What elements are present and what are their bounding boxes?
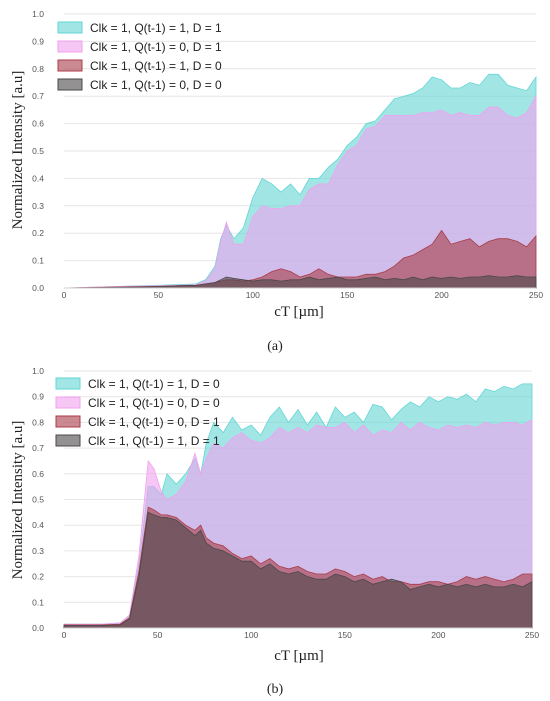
area-series-group [63, 73, 537, 289]
x-tick-label: 100 [246, 290, 260, 300]
y-tick-label: 1.0 [32, 9, 44, 19]
y-tick-label: 0.0 [32, 623, 44, 633]
x-tick-label: 250 [525, 630, 539, 640]
y-axis-label: Normalized Intensity [a.u] [10, 71, 26, 230]
y-tick-label: 0.5 [32, 495, 44, 505]
legend-swatch [57, 59, 83, 72]
legend-label: Clk = 1, Q(t-1) = 1, D = 0 [88, 377, 220, 391]
area-series-4 [63, 275, 537, 289]
legend-swatch [57, 78, 83, 91]
y-tick-label: 0.6 [32, 469, 44, 479]
x-axis: 0 50 100 150 200 250 [62, 627, 539, 640]
y-tick-label: 0.4 [32, 520, 44, 530]
legend-swatch [55, 396, 81, 409]
y-tick-label: 0.0 [32, 283, 44, 293]
y-tick-label: 0.1 [32, 256, 44, 266]
y-tick-label: 0.7 [32, 443, 44, 453]
x-tick-label: 0 [62, 630, 67, 640]
legend: Clk = 1, Q(t-1) = 1, D = 1 Clk = 1, Q(t-1… [57, 21, 222, 92]
panel-caption: (b) [267, 682, 284, 697]
y-tick-label: 0.8 [32, 417, 44, 427]
y-tick-label: 0.5 [32, 146, 44, 156]
y-tick-label: 0.7 [32, 91, 44, 101]
legend-label: Clk = 1, Q(t-1) = 1, D = 0 [90, 59, 222, 73]
chart-panel-a: 0 50 100 150 200 250 0.0 0.1 0.2 0.3 0.4 0.5 0.6 0.7… [10, 9, 543, 354]
y-tick-label: 0.2 [32, 228, 44, 238]
x-axis-label: cT [µm] [274, 304, 324, 320]
x-axis: 0 50 100 150 200 250 [62, 287, 543, 300]
y-tick-label: 0.1 [32, 597, 44, 607]
legend-swatch [57, 21, 83, 34]
x-tick-label: 200 [435, 290, 449, 300]
y-tick-label: 0.9 [32, 392, 44, 402]
y-tick-label: 0.2 [32, 572, 44, 582]
legend-label: Clk = 1, Q(t-1) = 0, D = 1 [90, 40, 222, 54]
x-tick-label: 100 [244, 630, 258, 640]
y-tick-label: 0.8 [32, 64, 44, 74]
y-tick-label: 0.6 [32, 119, 44, 129]
x-tick-label: 150 [338, 630, 352, 640]
x-tick-label: 200 [431, 630, 445, 640]
x-tick-label: 0 [62, 290, 67, 300]
x-axis-label: cT [µm] [274, 648, 324, 664]
legend-swatch [55, 415, 81, 428]
x-tick-label: 150 [340, 290, 354, 300]
legend-swatch [55, 377, 81, 390]
legend-swatch [55, 434, 81, 447]
legend-label: Clk = 1, Q(t-1) = 0, D = 1 [88, 415, 220, 429]
legend-label: Clk = 1, Q(t-1) = 1, D = 1 [88, 434, 220, 448]
x-tick-label: 250 [529, 290, 543, 300]
legend-label: Clk = 1, Q(t-1) = 1, D = 1 [90, 21, 222, 35]
gridlines [64, 13, 536, 289]
y-tick-label: 0.3 [32, 201, 44, 211]
legend-swatch [57, 40, 83, 53]
legend-label: Clk = 1, Q(t-1) = 0, D = 0 [90, 78, 222, 92]
x-tick-label: 50 [153, 630, 163, 640]
y-axis: 0.0 0.1 0.2 0.3 0.4 0.5 0.6 0.7 0.8 0.9 1.0 [32, 366, 44, 633]
panel-caption: (a) [267, 339, 283, 354]
area-series-group [63, 383, 533, 629]
area-series-4 [63, 511, 533, 629]
chart-panel-b: 0 50 100 150 200 250 0.0 0.1 0.2 0.3 0.4 0.5 0.6 0.7… [10, 366, 539, 697]
x-tick-label: 50 [154, 290, 164, 300]
y-tick-label: 0.3 [32, 546, 44, 556]
y-tick-label: 0.4 [32, 173, 44, 183]
y-axis: 0.0 0.1 0.2 0.3 0.4 0.5 0.6 0.7 0.8 0.9 1.0 [32, 9, 44, 293]
y-tick-label: 1.0 [32, 366, 44, 376]
area-series-2 [63, 94, 537, 289]
legend-label: Clk = 1, Q(t-1) = 0, D = 0 [88, 396, 220, 410]
legend: Clk = 1, Q(t-1) = 1, D = 0 Clk = 1, Q(t-1… [55, 377, 220, 448]
y-tick-label: 0.9 [32, 36, 44, 46]
y-axis-label: Normalized Intensity [a.u] [10, 421, 26, 580]
